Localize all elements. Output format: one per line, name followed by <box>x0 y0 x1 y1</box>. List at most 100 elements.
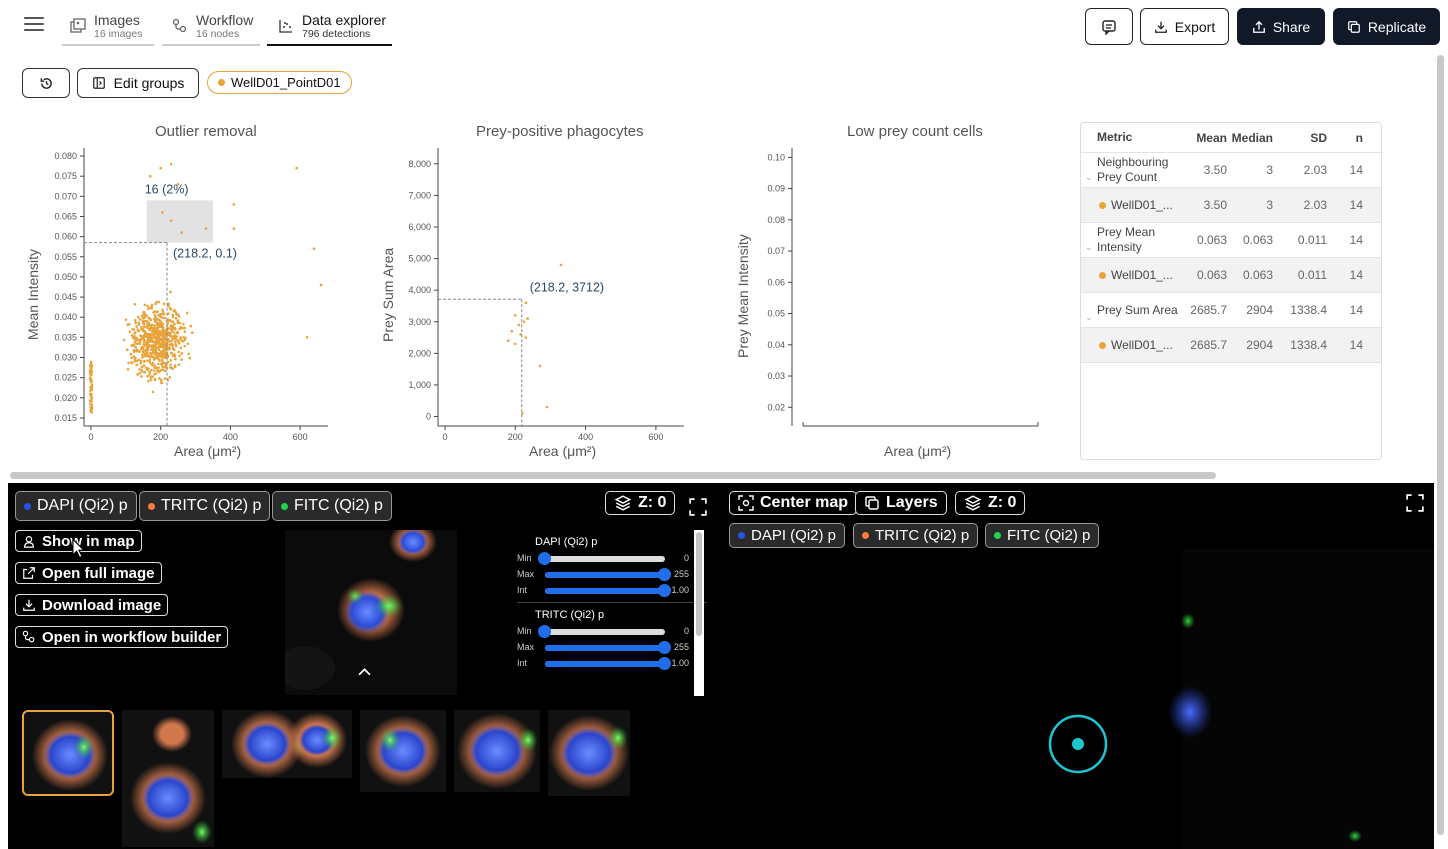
slider-handle[interactable] <box>538 625 551 638</box>
channel-chip-dapi[interactable]: DAPI (Qi2) p <box>15 491 137 521</box>
download-image-button[interactable]: Download image <box>15 594 169 616</box>
comments-button[interactable] <box>1085 8 1133 45</box>
slider-handle[interactable] <box>658 568 671 581</box>
data-point <box>89 410 93 413</box>
cell-preview-image[interactable] <box>285 530 457 695</box>
slider-groups: DAPI (Qi2) p Min 0 Max 255 Int 1.00 TRITC (Qi2)… <box>517 536 707 675</box>
metrics-cell-median: 0.063 <box>1227 233 1273 247</box>
slider-handle[interactable] <box>658 657 671 670</box>
metrics-row[interactable]: WellD01_... 2685.7 2904 1338.4 14 <box>1081 328 1381 363</box>
selected-cell-marker[interactable] <box>1048 714 1108 774</box>
chart-outlier-removal[interactable]: 0.015 0.020 0.025 0.030 0.035 0.040 0.045 0.050… <box>22 140 342 442</box>
metrics-cell-text: 14 <box>1349 198 1363 212</box>
cell-thumbnail[interactable] <box>122 710 214 847</box>
open-full-image-button[interactable]: Open full image <box>15 562 162 584</box>
metrics-row[interactable]: ⌄ Prey Mean Intensity 0.063 0.063 0.011 14 <box>1081 223 1381 258</box>
data-point <box>149 378 153 382</box>
fullscreen-icon[interactable] <box>1406 494 1424 512</box>
show-in-map-button[interactable]: Show in map <box>15 530 142 552</box>
data-point <box>153 364 156 367</box>
data-point <box>151 340 155 344</box>
metrics-row[interactable]: WellD01_... 3.50 3 2.03 14 <box>1081 188 1381 223</box>
col-sd[interactable]: SD <box>1310 130 1327 145</box>
col-median[interactable]: Median <box>1231 130 1273 145</box>
slider-min[interactable] <box>538 625 665 638</box>
group-chip[interactable]: WellD01_PointD01 <box>207 71 352 94</box>
page-scrollbar[interactable] <box>1437 55 1444 835</box>
history-button[interactable] <box>22 68 70 98</box>
metrics-row[interactable]: ⌄ Neighbouring Prey Count 3.50 3 2.03 14 <box>1081 153 1381 188</box>
edit-groups-button[interactable]: Edit groups <box>77 68 199 98</box>
data-point <box>158 342 162 346</box>
data-point <box>140 365 144 369</box>
selection-box[interactable] <box>146 200 213 243</box>
charts-scrollbar[interactable] <box>10 472 1216 479</box>
slider-handle[interactable] <box>658 584 671 597</box>
slider-max[interactable] <box>545 641 671 654</box>
sliders-scrollbar[interactable] <box>694 530 704 696</box>
chevron-down-icon[interactable]: ⌄ <box>1085 242 1093 252</box>
metrics-row[interactable]: ⌄ Prey Sum Area 2685.7 2904 1338.4 14 <box>1081 293 1381 328</box>
slider-max[interactable] <box>545 568 671 581</box>
data-point <box>157 362 160 366</box>
export-button[interactable]: Export <box>1140 8 1229 45</box>
cell-thumbnail[interactable] <box>454 710 540 792</box>
map-channel-chip-dapi[interactable]: DAPI (Qi2) p <box>729 523 846 548</box>
user-pin-icon <box>24 536 34 548</box>
y-tick-label: 0.050 <box>54 272 77 282</box>
channel-chip-fitc[interactable]: FITC (Qi2) p <box>272 491 392 521</box>
channel-chip-tritc[interactable]: TRITC (Qi2) p <box>139 491 271 521</box>
col-mean[interactable]: Mean <box>1196 130 1227 145</box>
metrics-row[interactable]: WellD01_... 0.063 0.063 0.011 14 <box>1081 258 1381 293</box>
map-canvas[interactable] <box>720 549 1434 849</box>
slider-min[interactable] <box>538 552 665 565</box>
data-point <box>162 312 166 316</box>
z-level-button[interactable]: Z: 0 <box>605 491 676 515</box>
chevron-down-icon[interactable]: ⌄ <box>1085 172 1093 182</box>
metrics-cell-text: WellD01_... <box>1111 337 1173 352</box>
chart-prey-positive[interactable]: 0 1,000 2,000 3,000 4,000 5,000 6,000 7,000 8,00… <box>380 140 700 442</box>
tab-images[interactable]: Images 16 images <box>70 12 142 46</box>
y-tick-label: 0 <box>426 412 431 422</box>
cell-thumbnail[interactable] <box>22 710 114 796</box>
map-channel-chip-tritc[interactable]: TRITC (Qi2) p <box>853 523 979 548</box>
chevron-up-icon[interactable] <box>358 667 371 676</box>
slider-int[interactable] <box>545 584 671 597</box>
menu-icon[interactable] <box>24 17 44 33</box>
data-point <box>161 346 165 349</box>
data-point <box>232 227 236 230</box>
col-n[interactable]: n <box>1355 130 1363 145</box>
y-tick-label: 0.05 <box>767 309 785 319</box>
slider-row-min: Min 0 <box>517 623 707 639</box>
slider-handle[interactable] <box>538 552 551 565</box>
slider-handle[interactable] <box>658 641 671 654</box>
col-metric[interactable]: Metric <box>1097 130 1133 144</box>
y-tick-label: 0.065 <box>54 211 77 221</box>
share-button[interactable]: Share <box>1237 8 1325 45</box>
data-point <box>189 324 193 328</box>
tab-data-explorer[interactable]: Data explorer 796 detections <box>278 12 386 46</box>
tab-workflow[interactable]: Workflow 16 nodes <box>172 12 253 46</box>
replicate-button[interactable]: Replicate <box>1333 8 1440 45</box>
metrics-cell-mean: 0.063 <box>1179 268 1227 282</box>
cell-thumbnail[interactable] <box>222 710 352 778</box>
chevron-down-icon[interactable]: ⌄ <box>1085 312 1093 322</box>
y-tick-label: 4,000 <box>408 285 431 295</box>
open-full-image-label: Open full image <box>42 564 155 582</box>
chart1-title: Outlier removal <box>155 123 257 140</box>
map-channel-chip-fitc[interactable]: FITC (Qi2) p <box>985 523 1100 548</box>
selection-count-label: 16 (2%) <box>145 182 189 196</box>
fullscreen-icon[interactable] <box>689 498 707 516</box>
open-workflow-button[interactable]: Open in workflow builder <box>15 626 229 648</box>
splitter[interactable] <box>8 468 1434 483</box>
data-point <box>132 343 136 346</box>
data-point <box>147 316 150 320</box>
chart-low-prey-count[interactable]: 0.02 0.03 0.04 0.05 0.06 0.07 0.08 0.09 0.10 <box>740 140 1060 440</box>
slider-int[interactable] <box>545 657 671 670</box>
layers-button[interactable]: Layers <box>855 491 947 515</box>
map-z-level-button[interactable]: Z: 0 <box>955 491 1026 515</box>
cell-thumbnail[interactable] <box>548 710 630 796</box>
cell-thumbnail[interactable] <box>360 710 446 792</box>
data-point <box>150 333 154 336</box>
center-map-button[interactable]: Center map <box>729 491 858 515</box>
